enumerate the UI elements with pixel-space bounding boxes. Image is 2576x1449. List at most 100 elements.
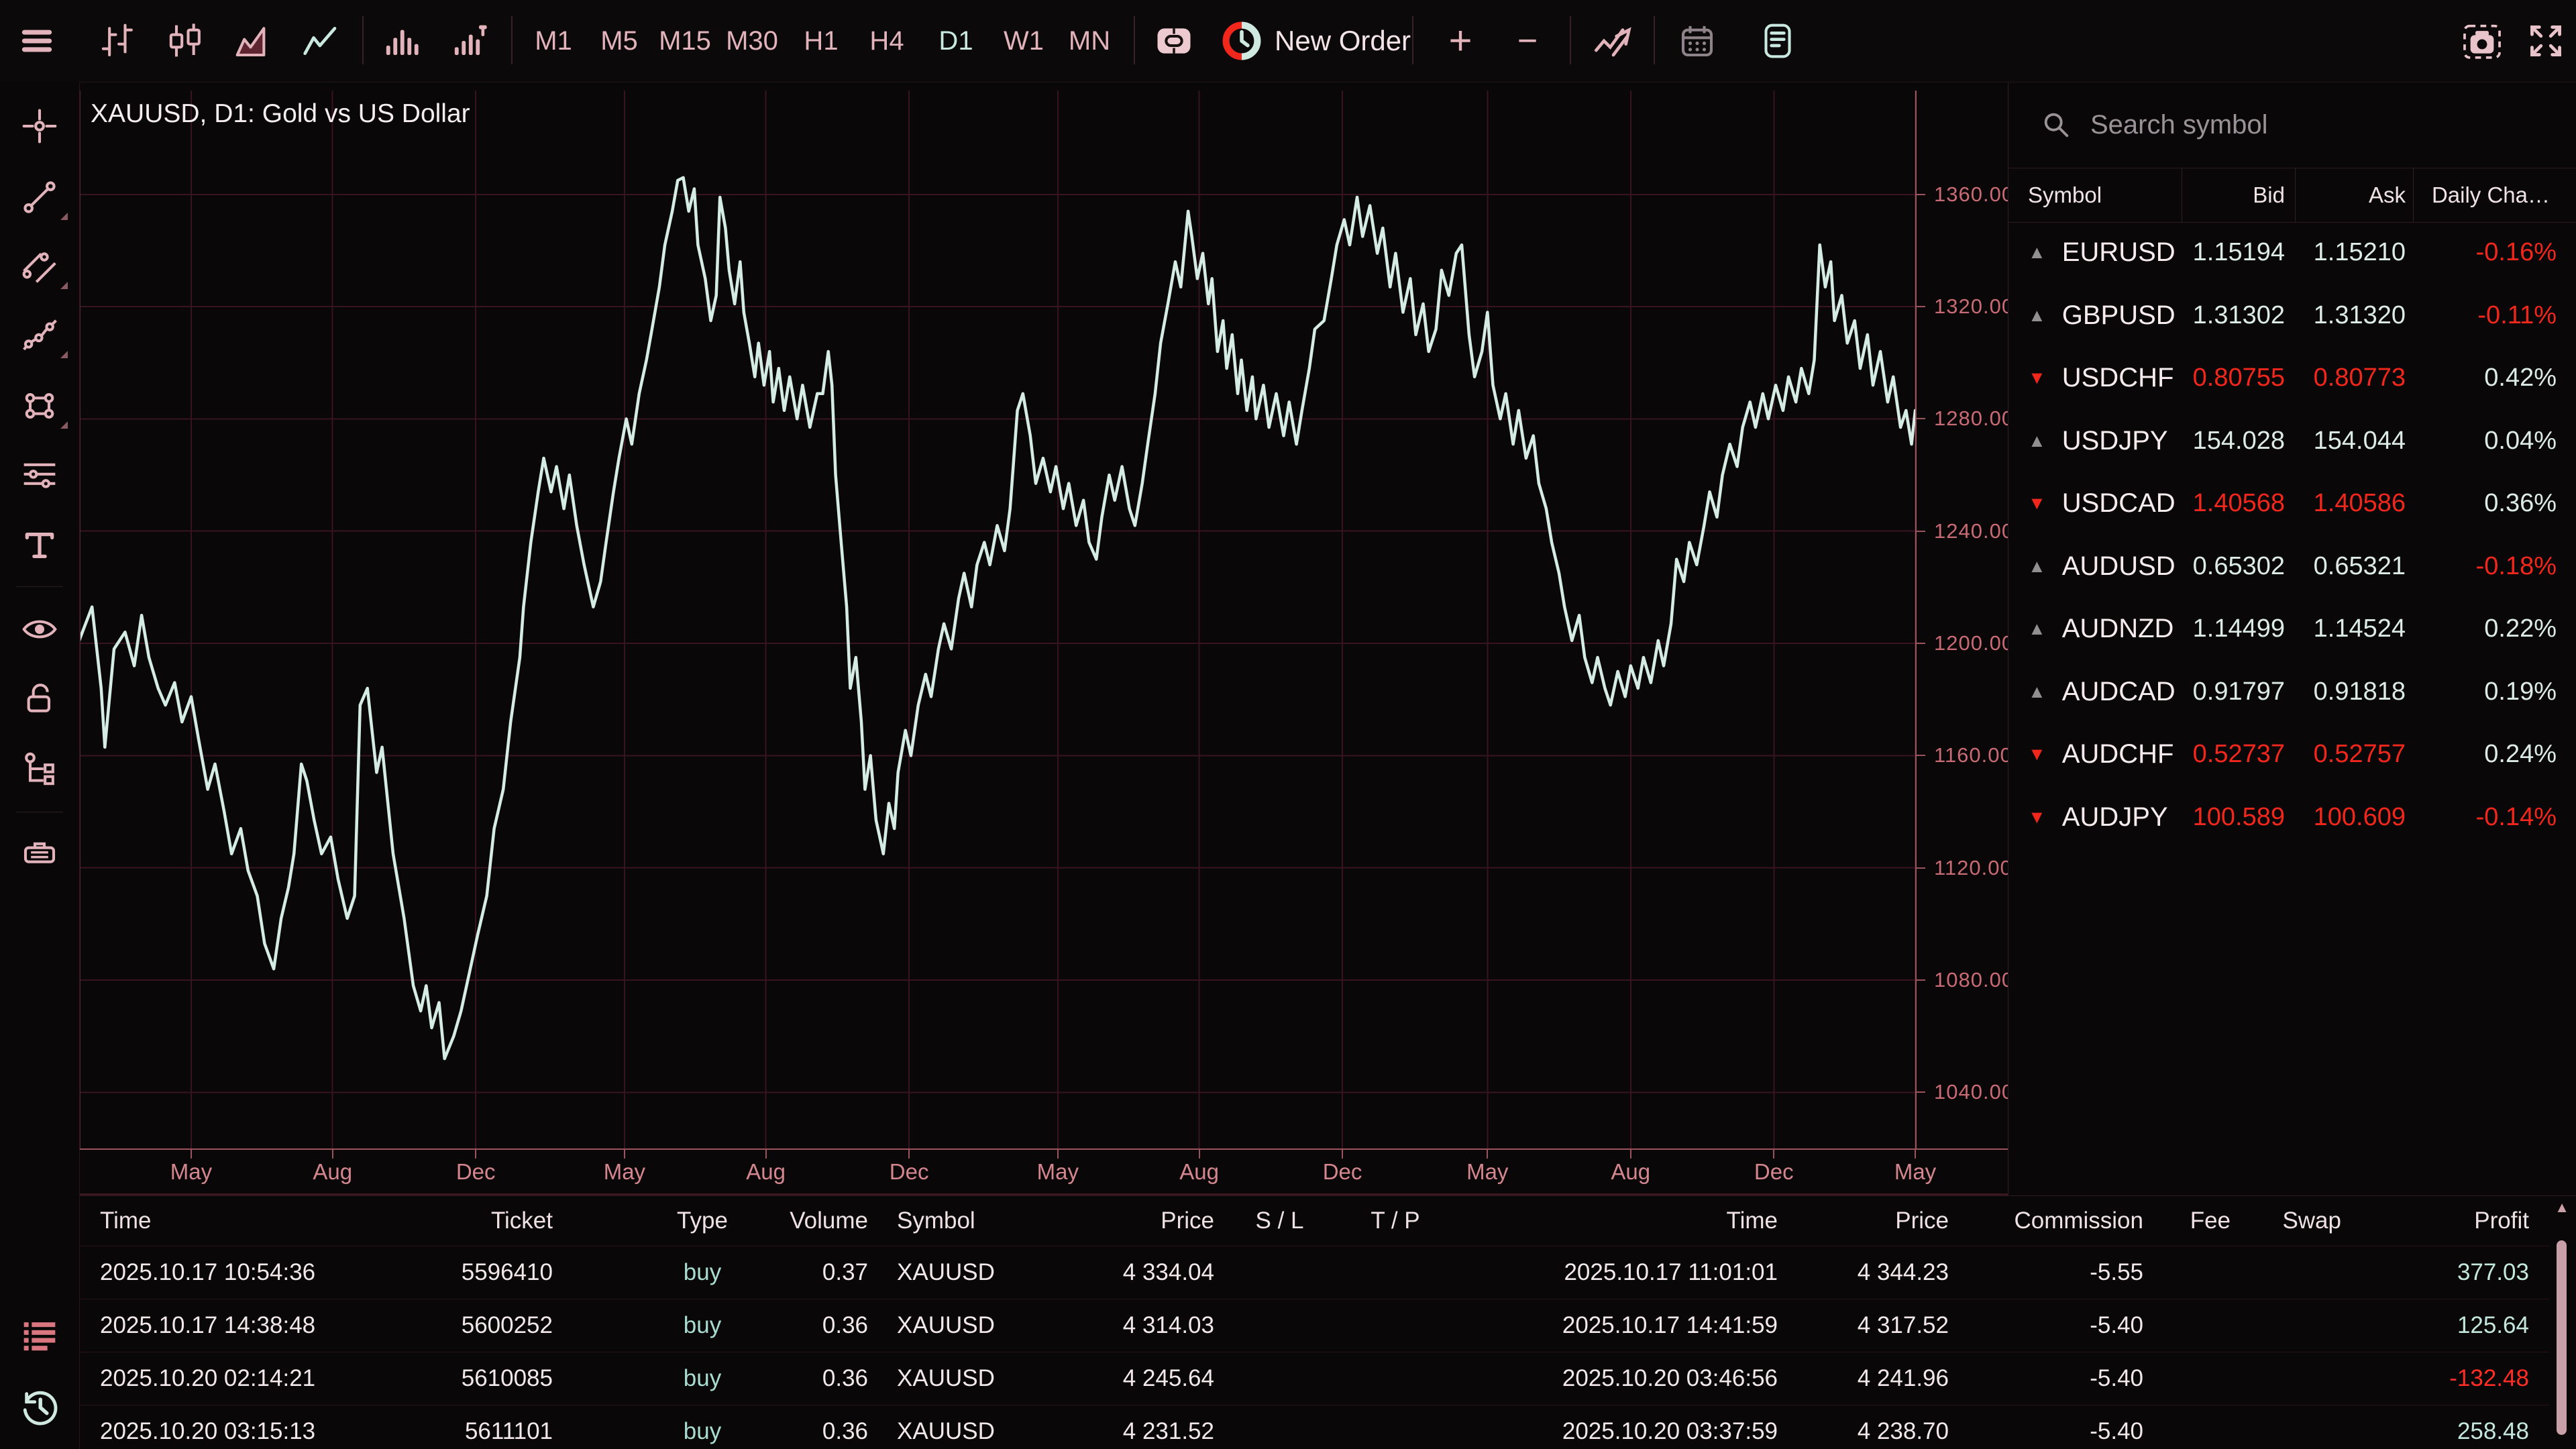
x-axis-label: Dec xyxy=(875,1159,943,1185)
price-chart xyxy=(79,91,1915,1148)
new-order-button[interactable]: New Order xyxy=(1222,0,1411,82)
line-chart-icon[interactable] xyxy=(302,0,339,82)
history-icon[interactable] xyxy=(15,1383,64,1431)
timeframe-m15[interactable]: M15 xyxy=(659,0,711,82)
menu-icon[interactable] xyxy=(18,0,56,82)
watch-row-usdcad[interactable]: ▼USDCAD1.405681.405860.36% xyxy=(2008,472,2576,535)
timeframe-m1[interactable]: M1 xyxy=(535,0,572,82)
watch-row-gbpusd[interactable]: ▲GBPUSD1.313021.31320-0.11% xyxy=(2008,284,2576,347)
up-triangle-icon: ▲ xyxy=(2028,431,2046,451)
eye-icon[interactable] xyxy=(15,605,64,653)
trade-list-icon[interactable] xyxy=(15,1311,64,1360)
watch-row-audcad[interactable]: ▲AUDCAD0.917970.918180.19% xyxy=(2008,661,2576,724)
history-row[interactable]: 2025.10.20 02:14:215610085buy0.36XAUUSD4… xyxy=(79,1352,2549,1405)
symbol-name: USDCAD xyxy=(2062,488,2176,519)
shapes-icon[interactable] xyxy=(15,382,64,430)
candlestick-chart-icon[interactable] xyxy=(167,0,205,82)
bid-value: 1.40568 xyxy=(2182,489,2285,518)
col-ticket[interactable]: Ticket xyxy=(364,1208,558,1234)
col-close-time[interactable]: Time xyxy=(1449,1208,1778,1234)
col-swap[interactable]: Swap xyxy=(2231,1208,2341,1234)
col-close-price[interactable]: Price xyxy=(1778,1208,1949,1234)
timeframe-h1[interactable]: H1 xyxy=(804,0,838,82)
tick-volume-icon[interactable] xyxy=(451,0,488,82)
timeframe-mn[interactable]: MN xyxy=(1069,0,1110,82)
watch-row-audnzd[interactable]: ▲AUDNZD1.144991.145240.22% xyxy=(2008,598,2576,661)
watch-row-eurusd[interactable]: ▲EURUSD1.151941.15210-0.16% xyxy=(2008,221,2576,284)
watch-row-usdchf[interactable]: ▼USDCHF0.807550.807730.42% xyxy=(2008,347,2576,410)
col-symbol[interactable]: Symbol xyxy=(873,1208,1102,1234)
unlock-icon[interactable] xyxy=(15,674,64,722)
col-fee[interactable]: Fee xyxy=(2143,1208,2231,1234)
column-ask[interactable]: Ask xyxy=(2285,182,2406,208)
journal-icon[interactable] xyxy=(1759,0,1796,82)
history-row[interactable]: 2025.10.20 03:15:135611101buy0.36XAUUSD4… xyxy=(79,1405,2549,1449)
timeframe-w1[interactable]: W1 xyxy=(1004,0,1044,82)
volume-icon[interactable] xyxy=(382,0,420,82)
watch-row-audjpy[interactable]: ▼AUDJPY100.589100.609-0.14% xyxy=(2008,786,2576,849)
y-axis-label: 1200.00 xyxy=(1934,631,2014,655)
calendar-icon[interactable] xyxy=(1678,0,1716,82)
zoom-in-button[interactable]: + xyxy=(1448,0,1472,82)
text-icon[interactable] xyxy=(15,521,64,570)
indicators-icon[interactable] xyxy=(1595,0,1632,82)
col-type[interactable]: Type xyxy=(558,1208,773,1234)
trendline-icon[interactable] xyxy=(15,173,64,221)
history-row[interactable]: 2025.10.17 14:38:485600252buy0.36XAUUSD4… xyxy=(79,1299,2549,1352)
area-chart-icon[interactable] xyxy=(234,0,272,82)
symbol-name: AUDNZD xyxy=(2062,614,2174,644)
symbol-name: AUDCAD xyxy=(2062,677,2176,707)
col-tp[interactable]: T / P xyxy=(1342,1208,1449,1234)
col-volume[interactable]: Volume xyxy=(773,1208,873,1234)
fullscreen-icon[interactable] xyxy=(2526,0,2565,82)
bid-value: 1.15194 xyxy=(2182,238,2285,267)
timeframe-h4[interactable]: H4 xyxy=(869,0,904,82)
zoom-out-button[interactable]: − xyxy=(1517,0,1538,82)
x-axis[interactable]: MayAugDecMayAugDecMayAugDecMayAugDecMay xyxy=(79,1148,2008,1195)
vertical-scrollbar[interactable] xyxy=(2557,1240,2567,1435)
scroll-up-icon[interactable]: ▲ xyxy=(2555,1199,2569,1216)
x-axis-label: Dec xyxy=(1309,1159,1376,1185)
col-commission[interactable]: Commission xyxy=(1949,1208,2143,1234)
col-profit[interactable]: Profit xyxy=(2341,1208,2549,1234)
column-symbol[interactable]: Symbol xyxy=(2008,182,2182,208)
screenshot-icon[interactable] xyxy=(2461,0,2503,82)
symbol-name: EURUSD xyxy=(2062,237,2176,268)
timeframe-d1[interactable]: D1 xyxy=(938,0,973,82)
channel-icon[interactable] xyxy=(15,242,64,290)
fibonacci-lines-icon[interactable] xyxy=(15,451,64,499)
dock-window-icon[interactable] xyxy=(1154,0,1194,82)
history-header[interactable]: Time Ticket Type Volume Symbol Price S /… xyxy=(79,1196,2549,1246)
symbol-name: AUDCHF xyxy=(2062,739,2174,769)
symbol-name: USDJPY xyxy=(2062,426,2168,456)
down-triangle-icon: ▼ xyxy=(2028,493,2046,514)
timeframe-m30[interactable]: M30 xyxy=(726,0,778,82)
timeframe-m5[interactable]: M5 xyxy=(600,0,638,82)
column-bid[interactable]: Bid xyxy=(2182,182,2285,208)
ask-value: 1.31320 xyxy=(2285,301,2406,330)
col-time[interactable]: Time xyxy=(79,1208,364,1234)
crosshair-icon[interactable] xyxy=(15,102,64,150)
bid-value: 154.028 xyxy=(2182,427,2285,455)
new-order-label: New Order xyxy=(1275,25,1411,57)
col-price[interactable]: Price xyxy=(1102,1208,1218,1234)
col-sl[interactable]: S / L xyxy=(1218,1208,1342,1234)
watch-row-usdjpy[interactable]: ▲USDJPY154.028154.0440.04% xyxy=(2008,410,2576,473)
column-daily-change[interactable]: Daily Cha… xyxy=(2406,182,2576,208)
chart-area[interactable]: XAUUSD, D1: Gold vs US Dollar 1360.00132… xyxy=(79,82,2008,1195)
objects-box-icon[interactable] xyxy=(15,830,64,878)
bar-chart-icon[interactable] xyxy=(99,0,137,82)
y-axis[interactable]: 1360.001320.001280.001240.001200.001160.… xyxy=(1915,82,2008,1195)
object-tree-icon[interactable] xyxy=(15,745,64,793)
history-row[interactable]: 2025.10.17 10:54:365596410buy0.37XAUUSD4… xyxy=(79,1246,2549,1299)
daily-change-value: 0.04% xyxy=(2406,427,2576,455)
search-input[interactable] xyxy=(2089,109,2494,141)
bid-value: 100.589 xyxy=(2182,803,2285,832)
watch-row-audchf[interactable]: ▼AUDCHF0.527370.527570.24% xyxy=(2008,723,2576,786)
watch-header[interactable]: Symbol Bid Ask Daily Cha… xyxy=(2008,168,2576,223)
watch-row-audusd[interactable]: ▲AUDUSD0.653020.65321-0.18% xyxy=(2008,535,2576,598)
x-axis-label: Aug xyxy=(299,1159,366,1185)
x-axis-label: Aug xyxy=(733,1159,800,1185)
polyline-icon[interactable] xyxy=(15,311,64,360)
watch-rows: ▲EURUSD1.151941.15210-0.16%▲GBPUSD1.3130… xyxy=(2008,221,2576,849)
